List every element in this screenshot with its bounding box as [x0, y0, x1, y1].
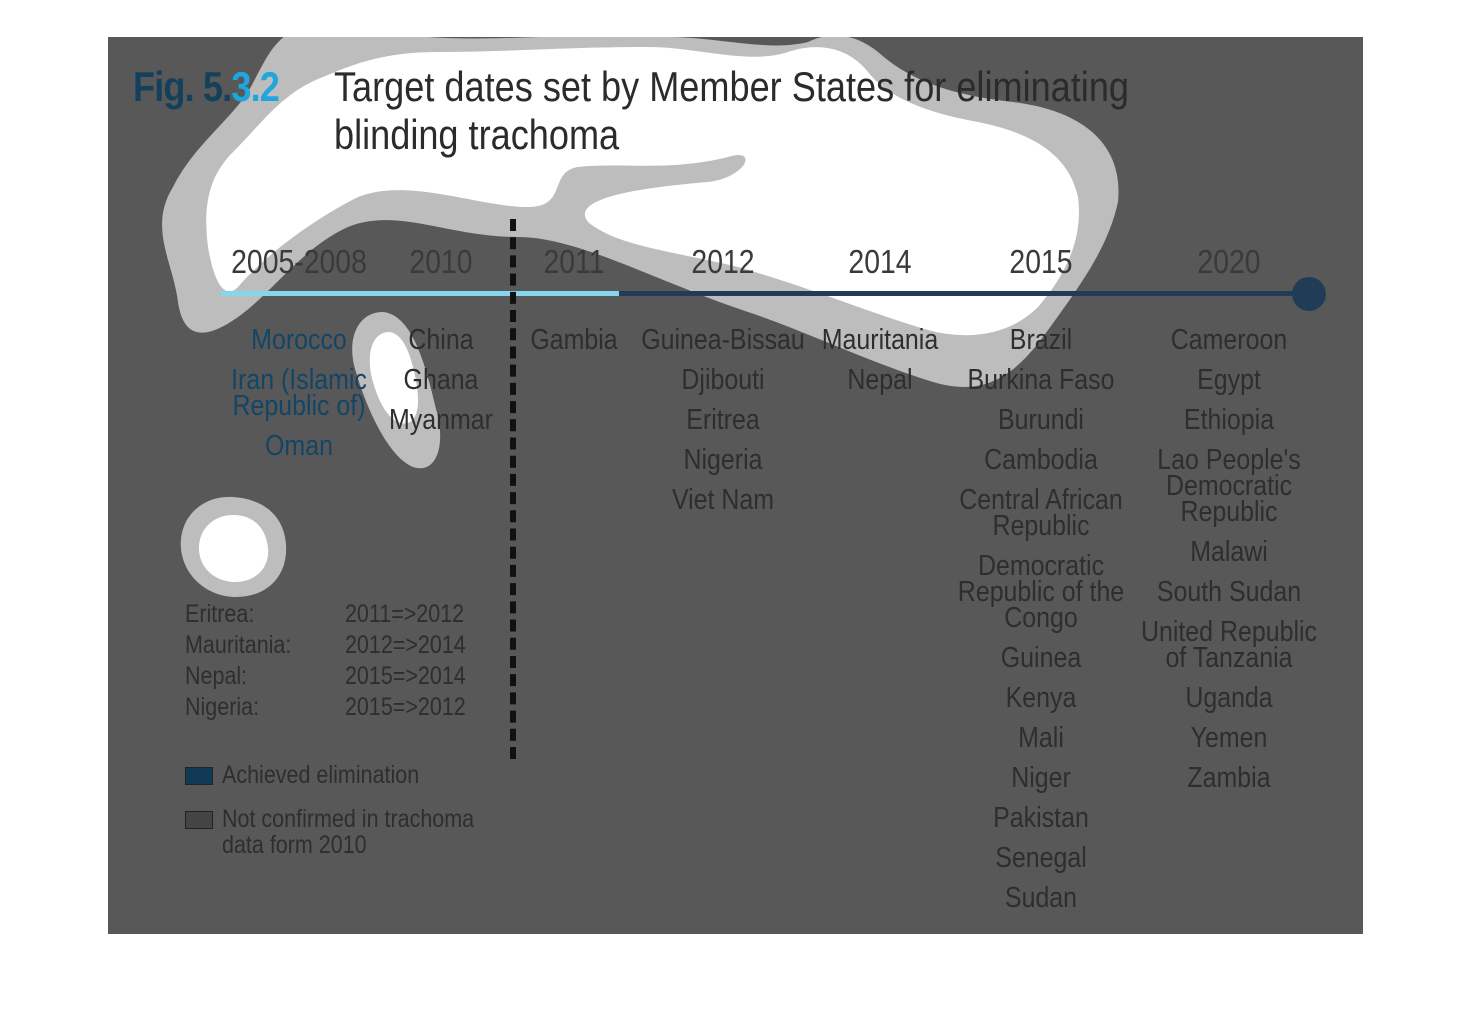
background-glare-shapes [162, 37, 1119, 597]
country-name: Senegal [995, 842, 1087, 874]
country-name: Myanmar [389, 404, 493, 436]
country-name: Djibouti [681, 364, 765, 396]
year-label: 2005-2008 [231, 243, 367, 280]
legend-swatch-achieved [185, 767, 213, 785]
country-name: Brazil [1009, 324, 1073, 356]
country-name: Lao People's Democratic Republic [1157, 444, 1301, 528]
country-name: Viet Nam [671, 484, 775, 516]
year-label: 2020 [1197, 243, 1261, 280]
timeline-divider-dashed [510, 219, 516, 759]
country-column: Morocco Iran (Islamic Republic of) Oman [204, 320, 393, 466]
country-name: Zambia [1187, 762, 1271, 794]
glare-middle-inner [369, 332, 418, 424]
figure-panel: Fig. 5.3.2 Target dates set by Member St… [108, 37, 1363, 934]
country-name: Burundi [998, 404, 1084, 436]
country-name: Nigeria [683, 444, 763, 476]
date-change-value: 2011=>2012 [344, 600, 465, 628]
timeline-end-dot [1292, 277, 1326, 311]
figure-number-suffix: 3.2 [231, 63, 280, 110]
country-name: Oman [265, 430, 333, 462]
year-label: 2011 [543, 243, 605, 280]
year-label: 2012 [691, 243, 755, 280]
date-change-country: Nepal: [185, 662, 248, 690]
figure-number-prefix: Fig. 5. [133, 63, 232, 110]
country-column: Guinea-Bissau Djibouti Eritrea Nigeria Viet … [628, 320, 817, 520]
country-name: Mauritania [821, 324, 939, 356]
country-name: Sudan [1004, 882, 1078, 914]
country-name: Egypt [1197, 364, 1261, 396]
country-name: Ethiopia [1183, 404, 1275, 436]
country-column: Mauritania Nepal [785, 320, 974, 400]
country-column: China Ghana Myanmar [346, 320, 535, 440]
year-label: 2010 [409, 243, 473, 280]
country-name: Ghana [403, 364, 479, 396]
country-name: Mali [1018, 722, 1064, 754]
date-change-row: Nigeria: 2015=>2012 [185, 692, 466, 723]
country-column: Cameroon Egypt Ethiopia Lao People's Democr… [1134, 320, 1323, 798]
country-name: South Sudan [1156, 576, 1302, 608]
country-name: Cambodia [984, 444, 1098, 476]
legend-swatch-not-confirmed [185, 811, 213, 829]
country-name: Pakistan [993, 802, 1089, 834]
country-name: Kenya [1005, 682, 1077, 714]
date-change-value: 2015=>2012 [344, 693, 466, 721]
country-name: Guinea [1000, 642, 1082, 674]
country-name: Niger [1011, 762, 1071, 794]
country-name: Yemen [1190, 722, 1268, 754]
year-label: 2014 [848, 243, 912, 280]
country-name: Morocco [251, 324, 347, 356]
country-name: Guinea-Bissau [641, 324, 805, 356]
country-name: Iran (Islamic Republic of) [231, 364, 367, 422]
date-change-row: Nepal: 2015=>2014 [185, 661, 466, 692]
glare-left-ring-center [198, 514, 269, 582]
country-name: Burkina Faso [967, 364, 1115, 396]
date-change-country: Nigeria: [185, 693, 260, 721]
country-name: Democratic Republic of the Congo [957, 550, 1125, 634]
date-change-value: 2015=>2014 [344, 662, 466, 690]
timeline-remaining-segment [619, 291, 1309, 296]
country-name: Central African Republic [959, 484, 1123, 542]
country-name: Malawi [1190, 536, 1268, 568]
glare-inner-shape [206, 47, 1079, 336]
date-change-value: 2012=>2014 [344, 631, 466, 659]
country-name: Uganda [1185, 682, 1273, 714]
target-date-changes-table: Eritrea: 2011=>2012 Mauritania: 2012=>2014 N… [185, 599, 466, 723]
figure-title: Target dates set by Member States for el… [334, 63, 1130, 158]
year-label: 2015 [1009, 243, 1073, 280]
country-name: Cameroon [1170, 324, 1288, 356]
date-change-row: Eritrea: 2011=>2012 [185, 599, 466, 630]
legend-label-achieved: Achieved elimination [222, 761, 420, 789]
country-name: China [408, 324, 474, 356]
date-change-country: Mauritania: [185, 631, 292, 659]
country-column: Brazil Burkina Faso Burundi Cambodia Central… [946, 320, 1135, 918]
country-name: Gambia [530, 324, 618, 356]
country-column: Gambia [479, 320, 668, 360]
timeline-completed-segment [221, 291, 619, 296]
legend-label-not-confirmed: Not confirmed in trachoma data form 2010 [222, 805, 475, 859]
date-change-row: Mauritania: 2012=>2014 [185, 630, 466, 661]
country-name: Nepal [847, 364, 913, 396]
country-name: United Republic of Tanzania [1140, 616, 1318, 674]
figure-number: Fig. 5.3.2 [133, 63, 280, 111]
date-change-country: Eritrea: [185, 600, 255, 628]
country-name: Eritrea [686, 404, 760, 436]
